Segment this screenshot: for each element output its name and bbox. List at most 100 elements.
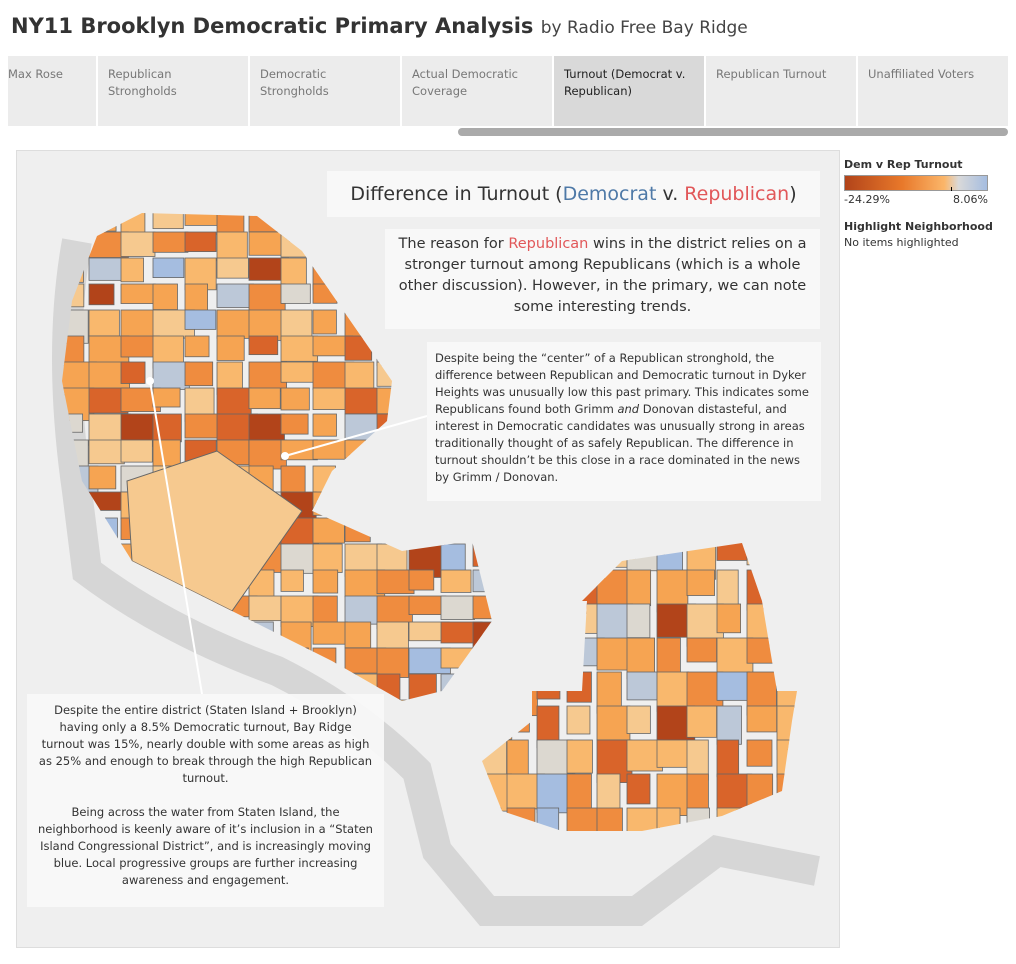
precinct[interactable] — [596, 569, 632, 610]
precinct[interactable] — [716, 603, 741, 634]
precinct[interactable] — [152, 439, 181, 469]
precinct[interactable] — [776, 671, 811, 708]
precinct[interactable] — [312, 647, 337, 670]
precinct[interactable] — [472, 699, 514, 722]
precinct[interactable] — [440, 673, 478, 701]
precinct[interactable] — [440, 647, 482, 669]
precinct[interactable] — [184, 206, 221, 226]
precinct[interactable] — [152, 361, 190, 390]
precinct[interactable] — [57, 647, 89, 672]
precinct[interactable] — [440, 595, 475, 620]
precinct[interactable] — [716, 807, 756, 835]
precinct[interactable] — [408, 595, 447, 615]
precinct[interactable] — [440, 543, 466, 573]
precinct[interactable] — [120, 647, 150, 677]
precinct[interactable] — [280, 465, 306, 493]
tab-max-rose[interactable]: Max Rose — [8, 56, 96, 126]
tab-republican-turnout[interactable]: Republican Turnout — [706, 56, 856, 126]
precinct[interactable] — [408, 517, 436, 541]
precinct[interactable] — [280, 335, 319, 362]
precinct[interactable] — [152, 206, 184, 230]
precinct[interactable] — [776, 603, 809, 634]
precinct[interactable] — [344, 491, 383, 520]
precinct[interactable] — [344, 361, 375, 390]
precinct[interactable] — [248, 206, 283, 233]
precinct[interactable] — [596, 637, 633, 671]
precinct[interactable] — [477, 637, 511, 678]
precinct[interactable] — [376, 517, 405, 540]
precinct[interactable] — [312, 595, 338, 627]
precinct[interactable] — [536, 671, 561, 700]
precinct[interactable] — [248, 387, 281, 410]
precinct[interactable] — [566, 739, 593, 774]
precinct[interactable] — [536, 807, 560, 833]
precinct[interactable] — [280, 413, 309, 435]
precinct[interactable] — [506, 637, 543, 679]
precinct[interactable] — [184, 413, 220, 439]
precinct[interactable] — [184, 335, 210, 358]
precinct[interactable] — [716, 671, 751, 701]
precinct[interactable] — [344, 621, 372, 649]
precinct[interactable] — [344, 335, 373, 361]
precinct[interactable] — [312, 387, 347, 410]
precinct[interactable] — [88, 206, 117, 232]
precinct[interactable] — [626, 807, 660, 844]
precinct[interactable] — [746, 637, 779, 664]
precinct[interactable] — [626, 569, 652, 607]
precinct[interactable] — [312, 413, 337, 437]
precinct[interactable] — [746, 705, 778, 733]
precinct[interactable] — [477, 671, 499, 704]
precinct[interactable] — [216, 387, 252, 416]
precinct[interactable] — [248, 595, 282, 622]
precinct[interactable] — [686, 705, 718, 738]
precinct[interactable] — [472, 569, 495, 593]
precinct[interactable] — [312, 621, 348, 645]
precinct[interactable] — [312, 309, 337, 335]
precinct[interactable] — [312, 517, 345, 544]
precinct[interactable] — [472, 673, 512, 700]
precinct[interactable] — [216, 309, 251, 339]
precinct[interactable] — [344, 387, 381, 415]
precinct[interactable] — [776, 807, 801, 835]
precinct[interactable] — [566, 671, 592, 703]
precinct[interactable] — [656, 739, 692, 768]
precinct[interactable] — [746, 807, 772, 833]
precinct[interactable] — [280, 387, 310, 411]
precinct[interactable] — [312, 231, 345, 258]
precinct[interactable] — [88, 257, 126, 281]
precinct[interactable] — [216, 231, 248, 262]
precinct[interactable] — [376, 491, 419, 525]
precinct[interactable] — [248, 283, 286, 313]
precinct[interactable] — [376, 569, 415, 595]
precinct[interactable] — [216, 335, 245, 361]
precinct[interactable] — [472, 647, 508, 668]
precinct[interactable] — [376, 439, 414, 464]
precinct[interactable] — [184, 309, 217, 330]
precinct[interactable] — [566, 705, 591, 735]
precinct[interactable] — [88, 465, 117, 490]
precinct[interactable] — [344, 309, 387, 339]
precinct[interactable] — [184, 231, 217, 253]
precinct[interactable] — [626, 705, 651, 734]
precinct[interactable] — [746, 536, 786, 566]
precinct[interactable] — [216, 257, 249, 279]
precinct[interactable] — [57, 595, 87, 621]
precinct[interactable] — [472, 621, 496, 653]
precinct[interactable] — [344, 517, 371, 543]
precinct[interactable] — [506, 603, 533, 648]
precinct[interactable] — [776, 536, 800, 561]
precinct[interactable] — [408, 699, 434, 718]
precinct[interactable] — [776, 739, 816, 778]
precinct[interactable] — [344, 465, 373, 489]
precinct[interactable] — [152, 387, 181, 408]
precinct[interactable] — [686, 637, 718, 663]
highlight-selector[interactable]: No items highlighted — [844, 236, 959, 249]
precinct[interactable] — [656, 671, 690, 712]
precinct[interactable] — [57, 621, 83, 646]
precinct[interactable] — [472, 595, 506, 620]
precinct[interactable] — [477, 807, 502, 849]
precinct[interactable] — [626, 603, 651, 639]
precinct[interactable] — [626, 773, 651, 805]
precinct[interactable] — [408, 569, 435, 591]
precinct[interactable] — [120, 231, 156, 257]
